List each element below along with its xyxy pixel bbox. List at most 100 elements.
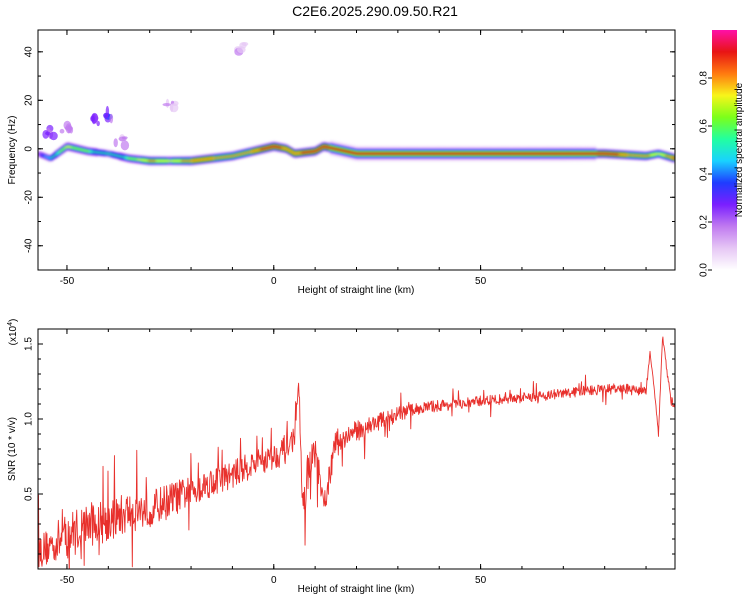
ridge-cell xyxy=(224,155,227,158)
ridge-cell xyxy=(277,146,281,149)
ridge-cell xyxy=(257,148,260,152)
ridge-cell xyxy=(648,154,651,157)
ridge-cell xyxy=(445,152,448,155)
ridge-cell xyxy=(244,151,248,154)
ridge-cell xyxy=(534,152,537,155)
snr-y-axis-label: SNR (10 * v/v) xyxy=(7,417,18,481)
x-tick-label: 0 xyxy=(271,276,277,287)
ridge-cell xyxy=(530,152,533,155)
ridge-cell xyxy=(50,156,53,159)
ridge-cell xyxy=(315,149,318,152)
ridge-cell xyxy=(474,152,477,155)
x-tick-label: 50 xyxy=(475,575,487,586)
ridge-cell xyxy=(617,153,620,156)
ridge-cell xyxy=(573,152,577,155)
ridge-cell xyxy=(145,159,149,162)
ridge-cell xyxy=(95,151,99,154)
spectrogram-y-ticks: 40 20 0 -20 -40 xyxy=(24,46,675,271)
ridge-cell xyxy=(42,154,45,157)
ridge-cell xyxy=(470,152,473,155)
ridge-cell xyxy=(306,151,310,154)
ridge-cell xyxy=(149,159,153,162)
ridge-cell xyxy=(79,148,82,151)
ridge-cell xyxy=(546,152,550,155)
ridge-cell xyxy=(612,153,616,156)
ridge-cell xyxy=(410,152,413,155)
ridge-cell xyxy=(495,152,498,155)
ridge-cell xyxy=(178,159,182,162)
ridge-cell xyxy=(524,152,527,155)
ridge-cell xyxy=(60,149,64,152)
ridge-cell xyxy=(286,148,289,151)
ridge-cell xyxy=(151,159,155,162)
ridge-cell xyxy=(275,145,279,148)
ridge-cell xyxy=(131,157,134,160)
ridge-cell xyxy=(588,152,591,155)
ridge-cell xyxy=(542,152,546,155)
ridge-cell xyxy=(186,159,190,162)
ridge-cell xyxy=(97,151,101,154)
ridge-cell xyxy=(596,152,599,155)
ridge-cell xyxy=(660,153,663,156)
ridge-cell xyxy=(164,159,167,162)
spectrogram-x-axis-label: Height of straight line (km) xyxy=(298,285,415,296)
ridge-cell xyxy=(536,152,539,155)
ridge-cell xyxy=(122,156,126,159)
ridge-cell xyxy=(91,150,95,153)
ridge-cell xyxy=(141,159,144,162)
spectrogram-y-axis-label: Frequency (Hz) xyxy=(7,116,18,185)
ridge-cell xyxy=(197,159,200,162)
ridge-cell xyxy=(633,154,637,157)
ridge-cell xyxy=(174,159,177,162)
ridge-cell xyxy=(424,152,428,155)
ridge-cell xyxy=(567,152,570,155)
ridge-cell xyxy=(532,152,535,155)
ridge-cell xyxy=(217,156,221,159)
colorbar-ticks: 0.0 0.2 0.4 0.6 0.8 xyxy=(699,71,712,277)
spectral-blob xyxy=(90,115,95,122)
ridge-cell xyxy=(304,151,308,154)
ridge-cell xyxy=(102,152,105,154)
ridge-cell xyxy=(147,159,151,162)
ridge-cell xyxy=(575,152,579,155)
ridge-cell xyxy=(592,152,595,155)
ridge-cell xyxy=(435,152,438,155)
ridge-cell xyxy=(412,152,415,155)
ridge-cell xyxy=(195,159,198,162)
ridge-cell xyxy=(193,159,196,162)
ridge-cell xyxy=(598,152,601,155)
spectral-blob xyxy=(120,140,130,151)
ridge-cell xyxy=(600,152,604,155)
ridge-cell xyxy=(259,148,262,151)
colorbar-label: Normalized spectral amplitude xyxy=(734,82,745,217)
ridge-cell xyxy=(428,152,432,155)
ridge-cell xyxy=(422,152,426,155)
ridge-cell xyxy=(579,152,583,155)
ridge-cell xyxy=(344,150,347,153)
ridge-cell xyxy=(528,152,531,155)
colorbar-tick-label: 0.0 xyxy=(699,263,710,277)
ridge-cell xyxy=(110,153,113,156)
ridge-cell xyxy=(615,153,618,156)
ridge-cell xyxy=(155,159,159,162)
ridge-cell xyxy=(501,152,504,155)
y-tick-label: 1.0 xyxy=(24,412,35,426)
ridge-cell xyxy=(81,149,84,151)
ridge-cell xyxy=(114,154,117,157)
ridge-cell xyxy=(108,153,111,155)
ridge-cell xyxy=(395,152,399,155)
ridge-cell xyxy=(362,152,366,155)
ridge-cell xyxy=(404,152,407,155)
ridge-cell xyxy=(75,147,78,150)
ridge-cell xyxy=(234,154,237,157)
ridge-cell xyxy=(118,155,122,158)
ridge-cell xyxy=(135,158,138,161)
ridge-cell xyxy=(333,147,337,150)
ridge-cell xyxy=(550,152,554,155)
ridge-cell xyxy=(201,158,204,161)
ridge-cell xyxy=(255,149,258,152)
y-tick-label: -40 xyxy=(24,238,35,253)
ridge-cell xyxy=(352,151,355,155)
ridge-cell xyxy=(350,151,353,154)
spectral-blob xyxy=(241,42,249,46)
